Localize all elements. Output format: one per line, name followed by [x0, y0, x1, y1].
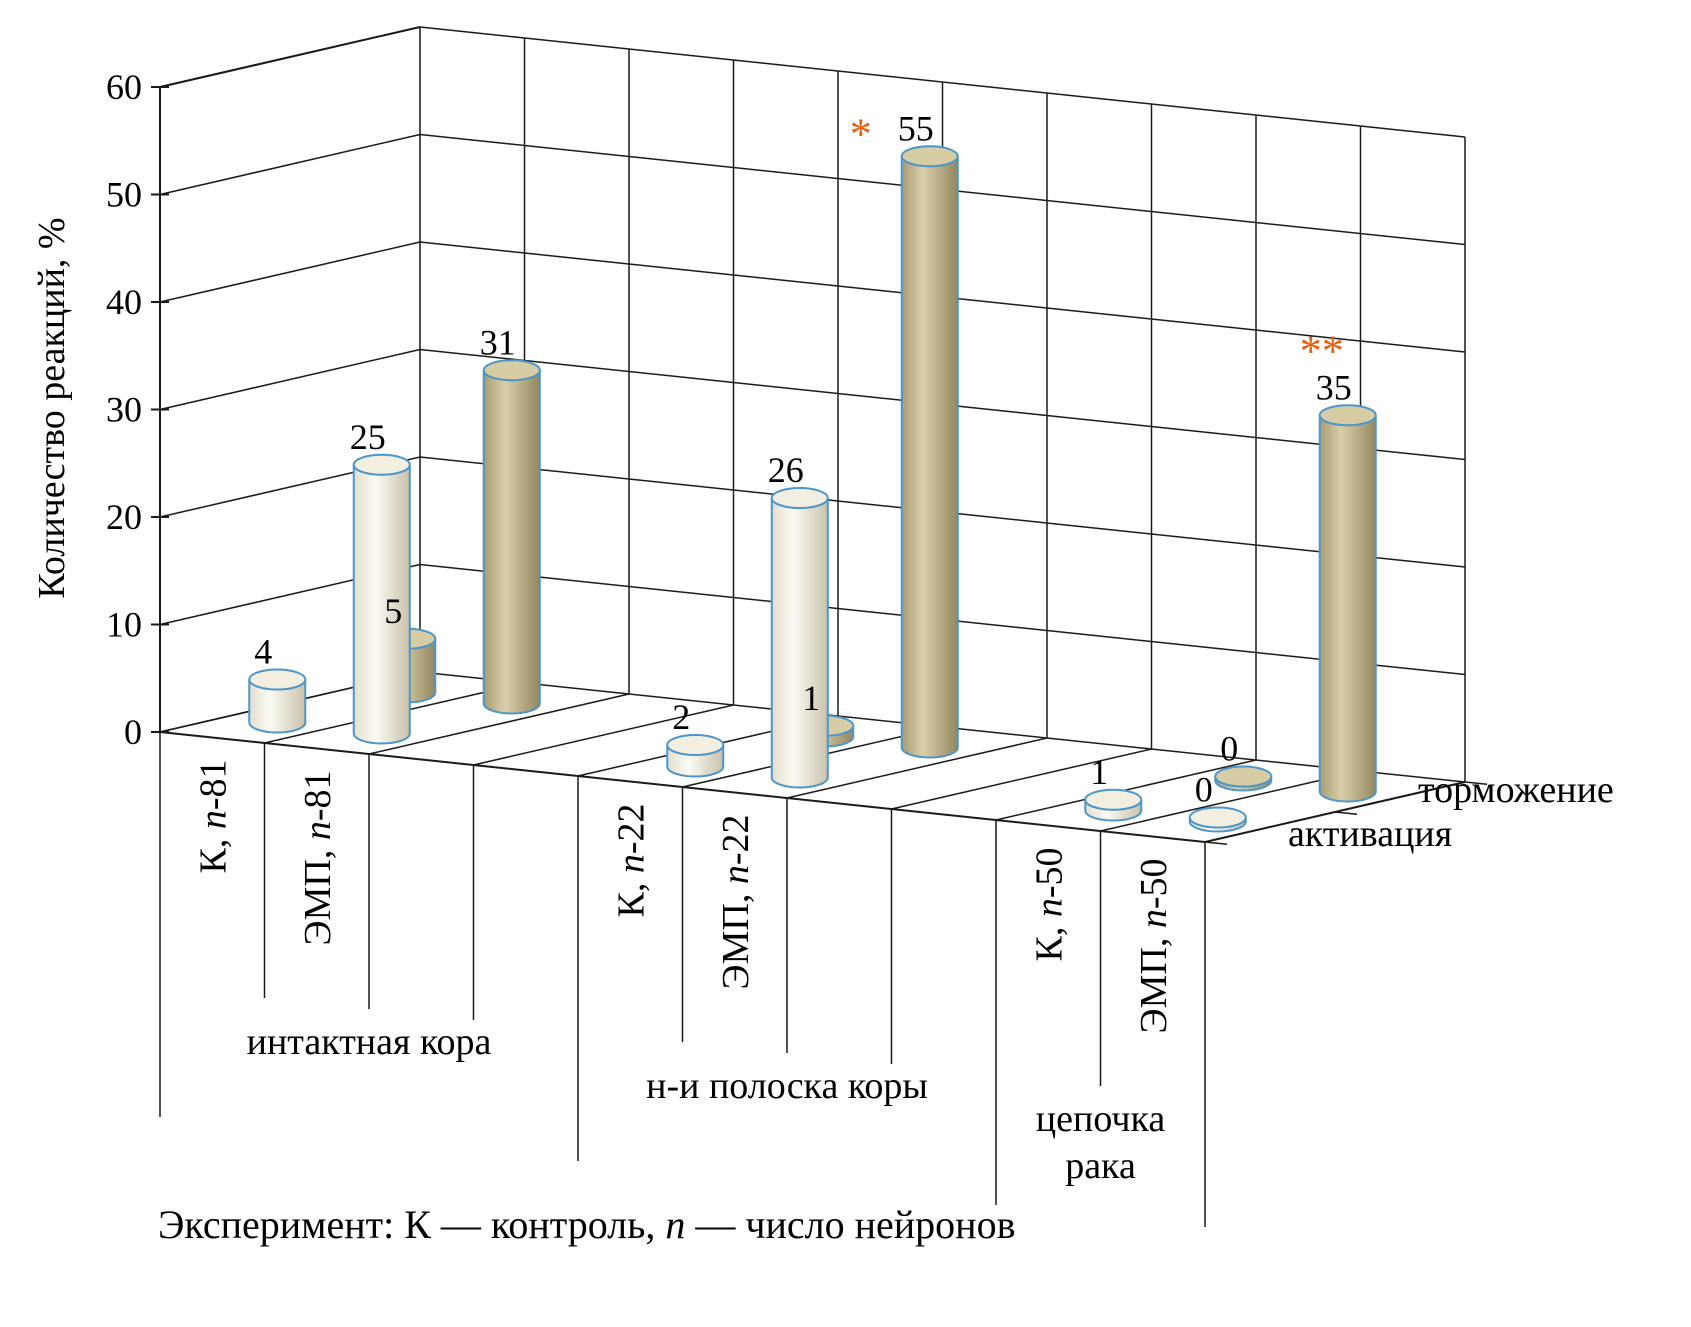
group-label: интактная кора	[247, 1021, 492, 1063]
cylinder-bar	[900, 156, 959, 759]
cylinder-top	[1318, 404, 1377, 427]
depth-axis-label: торможение	[1418, 769, 1614, 811]
bar-value-label: 4	[254, 632, 272, 672]
value-tick-label: 30	[106, 390, 142, 430]
cylinder-bar	[482, 370, 541, 715]
category-axis-labels: К, n-81 ЭМП, n-81 К, n-22 ЭМП, n-22 К, n-50 Э…	[158, 760, 1614, 1248]
series-activation	[248, 453, 1247, 833]
cylinder-top	[352, 453, 411, 476]
bars	[248, 145, 1377, 833]
bar-value-label: 0	[1220, 729, 1238, 769]
value-tick-label: 10	[106, 605, 142, 645]
series-inhibition	[378, 145, 1377, 803]
bar-value-label: 0	[1195, 770, 1213, 810]
cylinder-top	[248, 668, 307, 691]
bar-value-label: 31	[480, 322, 516, 362]
category-label: ЭМП, n-81	[297, 771, 339, 946]
bar-value-label: 35	[1316, 367, 1352, 407]
value-tick-label: 20	[106, 497, 142, 537]
value-tick-label: 0	[124, 712, 142, 752]
cylinder-bar	[1318, 415, 1377, 803]
value-labels: 5 31 1 55 * 0 35** 4 25 2 26 1 0	[254, 108, 1352, 809]
bar-value-label: 2	[672, 697, 690, 737]
bar-value-label: 1	[802, 678, 820, 718]
value-tick-label: 60	[106, 67, 142, 107]
figure-caption: Эксперимент: К — контроль, n — число ней…	[158, 1202, 1015, 1247]
significance-marker: **	[1300, 326, 1344, 375]
cylinder-top	[482, 359, 541, 382]
cylinder-top	[900, 145, 959, 168]
bar-value-label: 26	[768, 450, 804, 490]
group-label: цепочка	[1036, 1098, 1166, 1140]
cylinder-top	[1214, 765, 1273, 788]
category-label: ЭМП, n-50	[1133, 859, 1175, 1034]
cylinder-bar	[770, 497, 829, 789]
value-tick-label: 50	[106, 175, 142, 215]
significance-marker: *	[850, 109, 872, 158]
cylinder-top	[666, 734, 725, 756]
value-axis-labels: 0 10 20 30 40 50 60 Количество реакций, %	[31, 67, 142, 752]
grid	[151, 26, 1488, 1227]
bar-value-label: 25	[350, 417, 386, 457]
cylinder-top	[1084, 788, 1143, 811]
bar-value-label: 55	[898, 108, 934, 148]
depth-axis-label: активация	[1288, 813, 1452, 855]
cylinder-top	[1188, 806, 1247, 829]
group-label: н-и полоска коры	[646, 1065, 928, 1107]
category-label: ЭМП, n-22	[715, 815, 757, 990]
cylinder-top	[770, 487, 829, 509]
value-tick-label: 40	[106, 282, 142, 322]
group-label: рака	[1065, 1145, 1136, 1187]
bar-value-label: 1	[1090, 752, 1108, 792]
category-label: К, n-81	[192, 760, 234, 874]
category-label: К, n-50	[1028, 848, 1070, 962]
category-label: К, n-22	[610, 804, 652, 918]
value-axis-title: Количество реакций, %	[31, 217, 73, 598]
bar-value-label: 5	[384, 591, 402, 631]
